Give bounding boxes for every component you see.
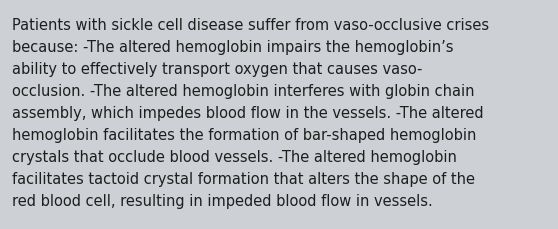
Text: occlusion. -The altered hemoglobin interferes with globin chain: occlusion. -The altered hemoglobin inter… bbox=[12, 84, 474, 98]
Text: facilitates tactoid crystal formation that alters the shape of the: facilitates tactoid crystal formation th… bbox=[12, 171, 475, 186]
Text: ability to effectively transport oxygen that causes vaso-: ability to effectively transport oxygen … bbox=[12, 62, 422, 77]
Text: crystals that occlude blood vessels. -The altered hemoglobin: crystals that occlude blood vessels. -Th… bbox=[12, 149, 457, 164]
Text: red blood cell, resulting in impeded blood flow in vessels.: red blood cell, resulting in impeded blo… bbox=[12, 193, 433, 208]
Text: hemoglobin facilitates the formation of bar-shaped hemoglobin: hemoglobin facilitates the formation of … bbox=[12, 128, 477, 142]
Text: Patients with sickle cell disease suffer from vaso-occlusive crises: Patients with sickle cell disease suffer… bbox=[12, 18, 489, 33]
Text: assembly, which impedes blood flow in the vessels. -The altered: assembly, which impedes blood flow in th… bbox=[12, 106, 484, 120]
Text: because: -The altered hemoglobin impairs the hemoglobin’s: because: -The altered hemoglobin impairs… bbox=[12, 40, 454, 55]
